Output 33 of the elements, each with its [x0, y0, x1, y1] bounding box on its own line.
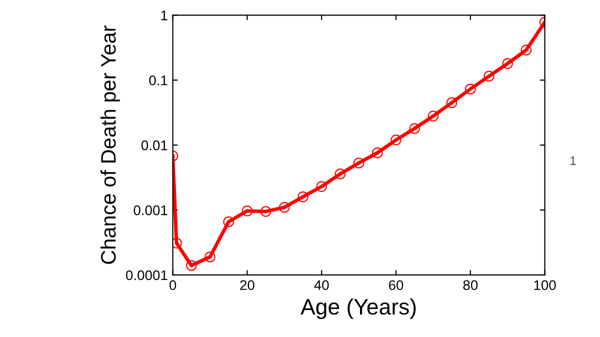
point — [372, 147, 383, 158]
point — [484, 70, 494, 82]
text: 1 — [570, 156, 576, 165]
x-tick-label: 80 — [463, 280, 478, 290]
x-tick-label: 100 — [534, 280, 556, 290]
point — [278, 202, 290, 213]
point — [186, 260, 197, 271]
y-tick-label: 0.1 — [149, 75, 168, 86]
point — [260, 206, 272, 217]
point — [242, 205, 253, 216]
point — [502, 58, 514, 69]
x-tick-label: 0 — [169, 280, 176, 290]
point — [298, 191, 308, 202]
y-tick-label: 0.001 — [134, 205, 168, 216]
y-axis-title: Chance of Death per Year — [100, 26, 120, 264]
point — [334, 168, 346, 180]
y-tick-label: 0.01 — [141, 140, 168, 150]
point — [353, 158, 364, 168]
point — [390, 134, 402, 146]
point — [464, 84, 476, 94]
y-tick-label: 1 — [161, 10, 168, 20]
point — [428, 110, 439, 122]
x-axis-title: Age (Years) — [300, 298, 416, 320]
point — [316, 181, 328, 192]
point — [223, 216, 234, 228]
point — [204, 251, 216, 262]
x-tick-label: 20 — [240, 280, 254, 290]
y-tick-label: 0.0001 — [126, 270, 168, 280]
point — [520, 44, 532, 56]
x-tick-label: 60 — [388, 280, 404, 290]
point — [409, 123, 420, 134]
point — [446, 97, 458, 108]
x-tick-label: 40 — [314, 280, 329, 290]
